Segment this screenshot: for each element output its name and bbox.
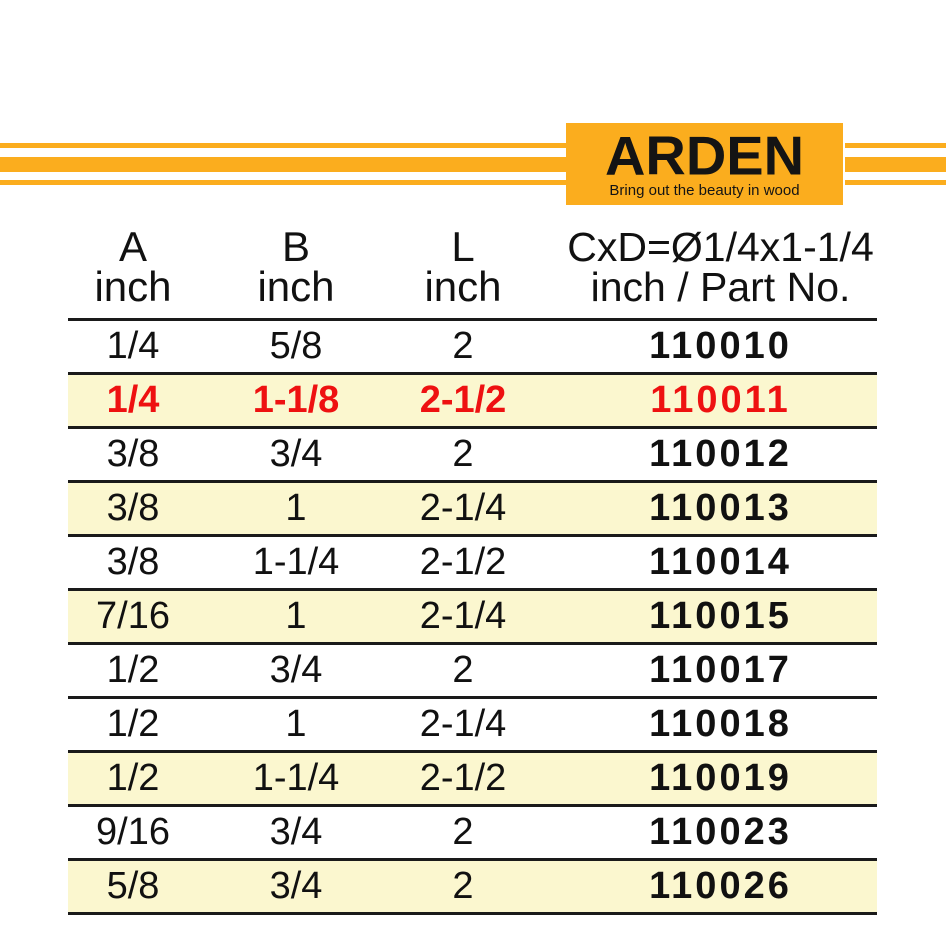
cell-part-number: 110015 bbox=[649, 595, 792, 637]
decorative-stripe-right-middle bbox=[845, 157, 946, 172]
cell-b: 1 bbox=[285, 703, 307, 745]
header-col-a: A inch bbox=[68, 223, 198, 310]
cell-a: 1/4 bbox=[106, 325, 160, 367]
cell-a: 5/8 bbox=[106, 865, 160, 907]
table-row: 9/16 3/4 2 110023 bbox=[68, 807, 877, 861]
cell-a: 1/2 bbox=[106, 703, 160, 745]
header-col-part-dims: CxD=Ø1/4x1-1/4 bbox=[567, 224, 874, 270]
table-row: 3/8 3/4 2 110012 bbox=[68, 429, 877, 483]
table-row: 3/8 1 2-1/4 110013 bbox=[68, 483, 877, 537]
table-row: 5/8 3/4 2 110026 bbox=[68, 861, 877, 915]
header-col-b-symbol: B bbox=[281, 223, 310, 270]
decorative-stripe-right-bottom bbox=[845, 180, 946, 185]
cell-a: 1/4 bbox=[106, 379, 160, 421]
header-col-l: L inch bbox=[394, 223, 532, 310]
cell-l: 2-1/4 bbox=[419, 703, 507, 745]
cell-l: 2-1/2 bbox=[419, 541, 507, 583]
cell-l: 2 bbox=[452, 325, 474, 367]
cell-b: 3/4 bbox=[269, 811, 323, 853]
cell-l: 2 bbox=[452, 649, 474, 691]
decorative-stripe-left-bottom bbox=[0, 180, 566, 185]
table-header: A inch B inch L inch CxD=Ø1/4x1-1/4 inch… bbox=[68, 223, 877, 310]
cell-l: 2 bbox=[452, 865, 474, 907]
table-row: 1/4 1-1/8 2-1/2 110011 bbox=[68, 375, 877, 429]
header-col-l-symbol: L bbox=[451, 223, 475, 270]
header-col-l-unit: inch bbox=[424, 263, 502, 310]
cell-a: 1/2 bbox=[106, 649, 160, 691]
decorative-stripe-left-middle bbox=[0, 157, 566, 172]
header-col-b: B inch bbox=[198, 223, 394, 310]
cell-b: 1-1/4 bbox=[252, 757, 340, 799]
cell-part-number: 110026 bbox=[649, 865, 792, 907]
cell-part-number: 110019 bbox=[649, 757, 792, 799]
decorative-stripe-right-top bbox=[845, 143, 946, 148]
table-row: 7/16 1 2-1/4 110015 bbox=[68, 591, 877, 645]
header-col-a-symbol: A bbox=[118, 223, 147, 270]
table-row: 1/4 5/8 2 110010 bbox=[68, 321, 877, 375]
header-col-b-unit: inch bbox=[257, 263, 335, 310]
cell-a: 3/8 bbox=[106, 541, 160, 583]
cell-l: 2 bbox=[452, 433, 474, 475]
header-col-part: CxD=Ø1/4x1-1/4 inch / Part No. bbox=[532, 224, 877, 310]
table-row: 1/2 1-1/4 2-1/2 110019 bbox=[68, 753, 877, 807]
cell-b: 1 bbox=[285, 595, 307, 637]
cell-a: 3/8 bbox=[106, 433, 160, 475]
cell-l: 2 bbox=[452, 811, 474, 853]
cell-b: 3/4 bbox=[269, 649, 323, 691]
cell-b: 3/4 bbox=[269, 433, 323, 475]
logo-wordmark: ARDEN bbox=[604, 124, 805, 186]
cell-part-number: 110017 bbox=[649, 649, 792, 691]
table-row: 3/8 1-1/4 2-1/2 110014 bbox=[68, 537, 877, 591]
cell-l: 2-1/4 bbox=[419, 595, 507, 637]
cell-b: 3/4 bbox=[269, 865, 323, 907]
cell-part-number: 110018 bbox=[649, 703, 792, 745]
arden-logo: ARDEN Bring out the beauty in wood bbox=[566, 123, 843, 205]
header-col-part-unit: inch / Part No. bbox=[590, 264, 851, 310]
cell-part-number: 110011 bbox=[650, 379, 791, 421]
decorative-stripe-left-top bbox=[0, 143, 566, 148]
cell-a: 3/8 bbox=[106, 487, 160, 529]
cell-part-number: 110012 bbox=[649, 433, 792, 475]
cell-part-number: 110023 bbox=[649, 811, 792, 853]
cell-a: 1/2 bbox=[106, 757, 160, 799]
cell-part-number: 110010 bbox=[649, 325, 792, 367]
cell-part-number: 110014 bbox=[649, 541, 792, 583]
header-col-a-unit: inch bbox=[94, 263, 172, 310]
cell-l: 2-1/4 bbox=[419, 487, 507, 529]
logo-tagline: Bring out the beauty in wood bbox=[609, 181, 800, 199]
cell-b: 5/8 bbox=[269, 325, 323, 367]
cell-l: 2-1/2 bbox=[419, 379, 507, 421]
table-body: 1/4 5/8 2 110010 1/4 1-1/8 2-1/2 110011 … bbox=[68, 318, 877, 915]
cell-part-number: 110013 bbox=[649, 487, 792, 529]
cell-b: 1 bbox=[285, 487, 307, 529]
cell-b: 1-1/8 bbox=[252, 379, 340, 421]
table-row: 1/2 3/4 2 110017 bbox=[68, 645, 877, 699]
cell-l: 2-1/2 bbox=[419, 757, 507, 799]
cell-a: 9/16 bbox=[96, 811, 170, 853]
cell-a: 7/16 bbox=[96, 595, 170, 637]
table-row: 1/2 1 2-1/4 110018 bbox=[68, 699, 877, 753]
cell-b: 1-1/4 bbox=[252, 541, 340, 583]
